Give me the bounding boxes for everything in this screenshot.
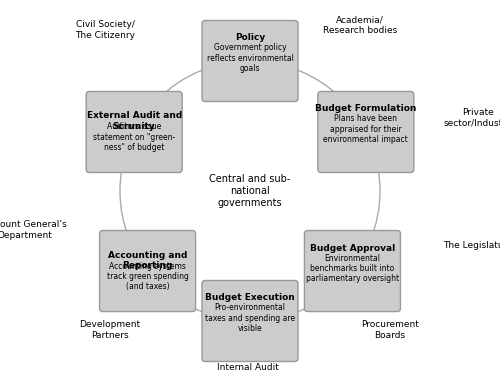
Text: Pro-environmental
taxes and spending are
visible: Pro-environmental taxes and spending are… — [205, 304, 295, 333]
Text: Development
Partners: Development Partners — [80, 320, 140, 340]
Text: Central and sub-
national
governments: Central and sub- national governments — [210, 175, 290, 207]
FancyBboxPatch shape — [86, 91, 182, 173]
Text: Policy: Policy — [235, 34, 265, 42]
Text: Civil Society/
The Citizenry: Civil Society/ The Citizenry — [75, 20, 135, 40]
Text: External Audit and
Scrunity: External Audit and Scrunity — [86, 112, 182, 131]
FancyBboxPatch shape — [318, 91, 414, 173]
FancyBboxPatch shape — [304, 230, 400, 312]
Text: Accounting and
Reporting: Accounting and Reporting — [108, 251, 187, 270]
Text: Budget Formulation: Budget Formulation — [315, 105, 416, 113]
Text: Budget Execution: Budget Execution — [205, 293, 295, 303]
FancyBboxPatch shape — [100, 230, 196, 312]
Text: Internal Audit: Internal Audit — [217, 364, 279, 372]
Text: Budget Approval: Budget Approval — [310, 244, 395, 253]
Text: Auditors issue
statement on "green-
ness" of budget: Auditors issue statement on "green- ness… — [93, 123, 176, 152]
Text: Accounting systems
track green spending
(and taxes): Accounting systems track green spending … — [106, 262, 188, 291]
Text: Plans have been
appraised for their
environmental impact: Plans have been appraised for their envi… — [324, 115, 408, 144]
Text: Environmental
benchmarks built into
parliamentary oversight: Environmental benchmarks built into parl… — [306, 254, 399, 283]
Text: Account General’s
Department: Account General’s Department — [0, 220, 66, 240]
Text: Academia/
Research bodies: Academia/ Research bodies — [323, 15, 397, 35]
Text: Government policy
reflects environmental
goals: Government policy reflects environmental… — [206, 44, 294, 73]
FancyBboxPatch shape — [202, 21, 298, 102]
Text: Procurement
Boards: Procurement Boards — [361, 320, 419, 340]
Text: Private
sector/Industry: Private sector/Industry — [444, 108, 500, 128]
Text: The Legislature: The Legislature — [443, 241, 500, 249]
FancyBboxPatch shape — [202, 280, 298, 361]
